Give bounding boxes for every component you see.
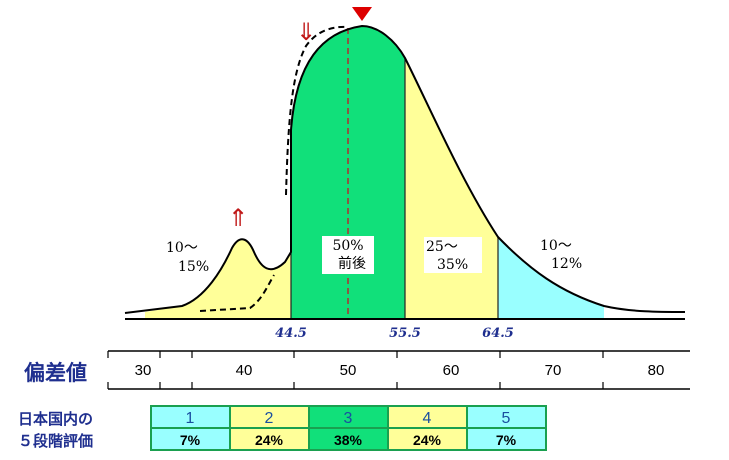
svg-text:50%: 50% — [332, 238, 363, 254]
svg-text:日本国内の: 日本国内の — [18, 410, 93, 428]
tick-label: 80 — [648, 362, 665, 379]
svg-text:4: 4 — [423, 410, 432, 427]
svg-text:15%: 15% — [178, 259, 209, 275]
axis-title: 偏差値 — [24, 361, 87, 385]
grade-cell-2: 2 24% — [229, 405, 310, 451]
distribution-regions — [145, 26, 604, 318]
down-arrow-icon: ⇓ — [296, 18, 316, 46]
region-label-top: 10～ 12% — [540, 238, 582, 272]
svg-text:12%: 12% — [551, 256, 582, 272]
svg-text:10～: 10～ — [166, 240, 198, 256]
svg-text:7%: 7% — [496, 432, 517, 448]
evaluation-title: 日本国内の ５段階評価 — [18, 410, 93, 450]
svg-text:3: 3 — [344, 410, 353, 427]
grade-cell-4: 4 24% — [387, 405, 468, 451]
svg-text:35%: 35% — [437, 257, 468, 273]
tick-label: 70 — [545, 362, 562, 379]
region-low-fill — [145, 239, 291, 318]
peak-marker-icon — [352, 7, 372, 21]
svg-text:前後: 前後 — [338, 255, 366, 272]
deviation-axis: 30 40 50 60 70 80 — [107, 350, 690, 390]
region-label-low: 10～ 15% — [166, 240, 209, 275]
axis-tick-marks — [107, 351, 604, 389]
svg-text:5: 5 — [502, 410, 511, 427]
svg-text:64.5: 64.5 — [482, 326, 514, 341]
tick-label: 60 — [443, 362, 460, 379]
grade-cell-5: 5 7% — [466, 405, 547, 451]
tick-label: 50 — [340, 362, 357, 379]
svg-text:24%: 24% — [255, 432, 284, 448]
region-label-center: 50% 前後 — [322, 236, 374, 274]
svg-text:7%: 7% — [180, 432, 201, 448]
svg-text:55.5: 55.5 — [389, 326, 421, 341]
svg-text:25～: 25～ — [426, 239, 458, 255]
grade-cell-1: 1 7% — [150, 405, 231, 451]
normal-reference-curve — [199, 25, 349, 312]
region-label-upper: 25～ 35% — [424, 237, 482, 273]
svg-text:1: 1 — [186, 410, 195, 427]
tick-label: 40 — [236, 362, 253, 379]
up-arrow-icon: ⇑ — [228, 204, 248, 232]
tick-label: 30 — [135, 362, 152, 379]
grade-cell-3: 3 38% — [308, 405, 389, 451]
distribution-curve — [124, 24, 686, 314]
svg-text:44.5: 44.5 — [275, 326, 307, 341]
boundary-labels: 44.5 55.5 64.5 — [275, 326, 514, 341]
svg-text:24%: 24% — [413, 432, 442, 448]
evaluation-table: 1 7% 2 24% 3 38% 4 24% 5 7% — [150, 405, 547, 451]
region-top-fill — [498, 237, 604, 318]
region-upper-fill — [405, 58, 498, 318]
svg-text:2: 2 — [265, 410, 274, 427]
svg-text:５段階評価: ５段階評価 — [18, 432, 93, 450]
svg-text:38%: 38% — [334, 432, 363, 448]
svg-text:10～: 10～ — [540, 238, 572, 254]
